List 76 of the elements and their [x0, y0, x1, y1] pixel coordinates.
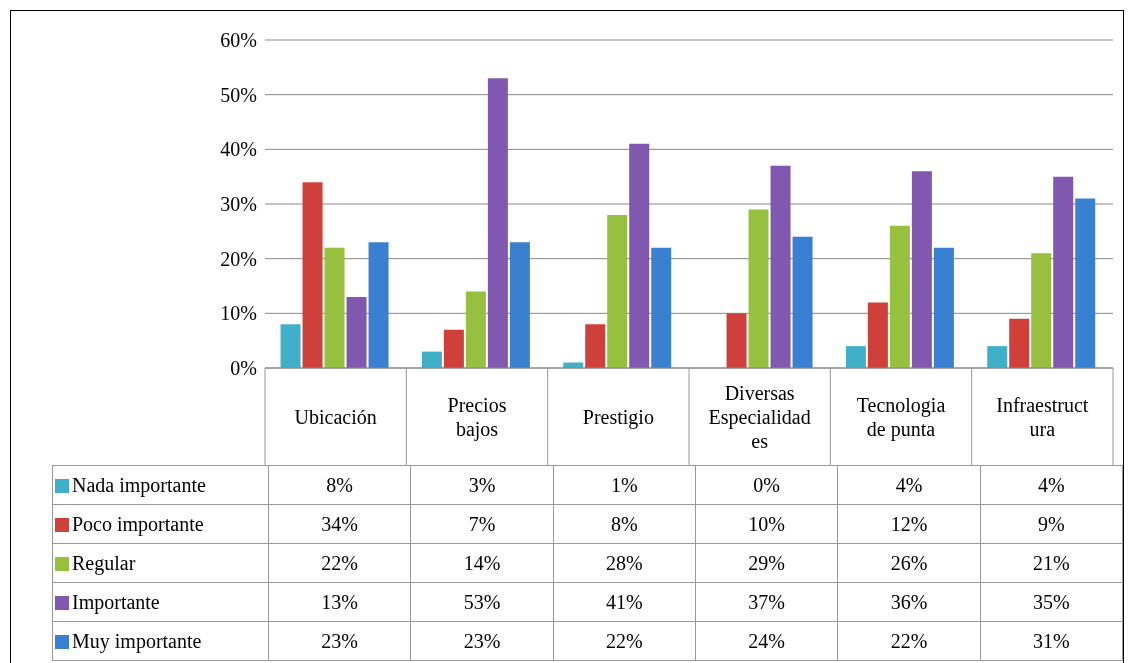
bar: [302, 182, 323, 368]
bar: [324, 247, 345, 368]
data-label: 24%: [695, 621, 838, 661]
data-label: 13%: [268, 582, 411, 622]
bar: [867, 302, 888, 368]
bar: [845, 346, 866, 368]
data-label: 22%: [268, 543, 411, 583]
data-label: 41%: [553, 582, 696, 622]
bar: [509, 242, 530, 368]
y-tick-label: 50%: [220, 83, 257, 106]
data-label: 4%: [980, 465, 1123, 505]
data-label: 23%: [410, 621, 554, 661]
data-label: 9%: [980, 504, 1123, 544]
bar: [889, 225, 910, 368]
x-tick-label: Precios bajos: [447, 393, 507, 441]
bar: [987, 346, 1008, 368]
data-label: 37%: [695, 582, 838, 622]
y-tick-label: 30%: [220, 193, 257, 216]
x-tick-label: Diversas Especialidades: [708, 381, 811, 452]
bar: [1053, 176, 1074, 368]
legend-label: Regular: [72, 551, 136, 574]
y-tick-label: 60%: [220, 29, 257, 52]
bar: [1075, 198, 1096, 368]
bar: [651, 247, 672, 368]
data-label: 0%: [695, 465, 838, 505]
data-label: 21%: [980, 543, 1123, 583]
data-label: 31%: [980, 621, 1123, 661]
data-label: 8%: [553, 504, 696, 544]
bar: [443, 329, 464, 368]
bar: [1031, 253, 1052, 368]
bar: [368, 242, 389, 368]
data-label: 14%: [410, 543, 554, 583]
bar: [585, 324, 606, 368]
data-label: 22%: [837, 621, 981, 661]
legend-label: Importante: [72, 590, 160, 613]
bar: [465, 291, 486, 368]
data-label: 23%: [268, 621, 411, 661]
data-label: 3%: [410, 465, 554, 505]
data-label: 7%: [410, 504, 554, 544]
data-label: 22%: [553, 621, 696, 661]
bar: [487, 78, 508, 368]
data-label: 29%: [695, 543, 838, 583]
legend-label: Muy importante: [72, 629, 202, 652]
bar: [607, 214, 628, 368]
data-label: 1%: [553, 465, 696, 505]
y-tick-label: 0%: [230, 357, 257, 380]
data-label: 53%: [410, 582, 554, 622]
data-label: 35%: [980, 582, 1123, 622]
bar: [748, 209, 769, 368]
bar: [726, 313, 747, 368]
data-label: 28%: [553, 543, 696, 583]
data-label: 34%: [268, 504, 411, 544]
x-tick-label: Tecnologia de punta: [856, 393, 946, 441]
data-label: 12%: [837, 504, 981, 544]
bar: [792, 236, 813, 368]
x-tick-label: Ubicación: [294, 405, 377, 428]
bar: [421, 351, 442, 368]
data-label: 8%: [268, 465, 411, 505]
x-tick-label: Infraestructura: [996, 393, 1089, 440]
data-label: 36%: [837, 582, 981, 622]
bar: [629, 143, 650, 368]
bar: [280, 324, 301, 368]
legend-label: Nada importante: [72, 473, 206, 496]
y-tick-label: 20%: [220, 247, 257, 270]
legend-label: Poco importante: [72, 512, 204, 535]
y-tick-label: 40%: [220, 138, 257, 161]
bar: [911, 171, 932, 368]
data-label: 10%: [695, 504, 838, 544]
bar: [933, 247, 954, 368]
bar: [1009, 318, 1030, 368]
x-tick-label: Prestigio: [582, 405, 654, 429]
bar: [770, 165, 791, 368]
data-label: 4%: [837, 465, 981, 505]
data-label: 26%: [837, 543, 981, 583]
bar: [346, 296, 367, 368]
y-tick-label: 10%: [220, 302, 257, 325]
